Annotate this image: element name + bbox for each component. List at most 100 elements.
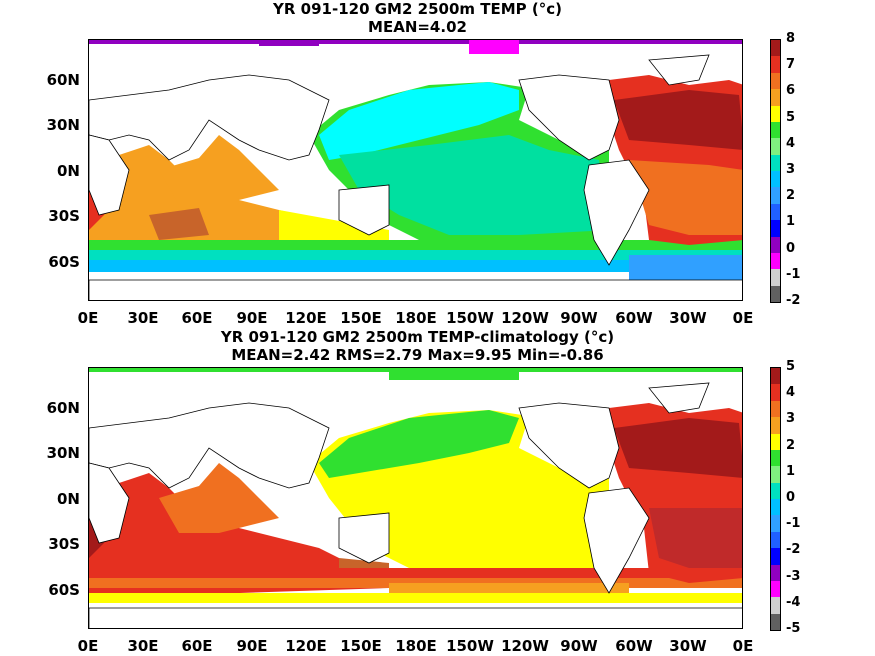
colorbar-label: 2	[786, 437, 796, 453]
colorbar-segment	[771, 384, 780, 401]
panel2-lat-0n: 0N	[57, 490, 80, 508]
panel2-map	[88, 367, 743, 629]
panel2-map-field	[89, 368, 742, 628]
colorbar-label: 5	[786, 359, 796, 374]
panel1-lon-0e-end: 0E	[732, 309, 754, 327]
colorbar-segment	[771, 154, 780, 171]
panel2-stats: MEAN=2.42 RMS=2.79 Max=9.95 Min=-0.86	[231, 346, 604, 364]
colorbar-segment	[771, 72, 780, 90]
panel2-lat-60s: 60S	[48, 581, 80, 599]
colorbar-label: -1	[786, 266, 801, 282]
panel1-lon-30w: 30W	[669, 309, 707, 327]
panel1-colorbar	[770, 39, 781, 303]
panel2-lon-30e: 30E	[127, 637, 159, 655]
colorbar-segment	[771, 482, 780, 499]
panel2-lon-0e-end: 0E	[732, 637, 754, 655]
panel2-lon-120e: 120E	[285, 637, 327, 655]
panel1-lat-0n: 0N	[57, 162, 80, 180]
colorbar-segment	[771, 499, 780, 516]
panel1-lon-90e: 90E	[236, 309, 268, 327]
colorbar-segment	[771, 515, 780, 532]
colorbar-segment	[771, 56, 780, 73]
colorbar-label: -3	[786, 568, 801, 584]
colorbar-segment	[771, 40, 780, 57]
panel1-lon-150e: 150E	[340, 309, 382, 327]
colorbar-segment	[771, 105, 780, 122]
panel1-lon-180e: 180E	[395, 309, 437, 327]
colorbar-segment	[771, 531, 780, 549]
panel2-lon-60w: 60W	[615, 637, 653, 655]
colorbar-label: -2	[786, 293, 801, 308]
panel1-lon-60e: 60E	[181, 309, 213, 327]
colorbar-label: 5	[786, 109, 796, 125]
panel2-lat-60n: 60N	[46, 399, 80, 417]
panel1-lon-120e: 120E	[285, 309, 327, 327]
colorbar-segment	[771, 433, 780, 450]
colorbar-segment	[771, 400, 780, 418]
panel2-lat-30s: 30S	[48, 535, 80, 553]
colorbar-segment	[771, 466, 780, 483]
panel2-lon-90w: 90W	[560, 637, 598, 655]
panel2-lon-0e: 0E	[77, 637, 99, 655]
colorbar-segment	[771, 203, 780, 221]
panel2-lat-30n: 30N	[46, 444, 80, 462]
colorbar-label: 8	[786, 31, 796, 46]
colorbar-label: 0	[786, 240, 796, 256]
colorbar-label: -1	[786, 516, 801, 532]
colorbar-segment	[771, 220, 780, 237]
colorbar-segment	[771, 548, 780, 565]
panel1-lat-60n: 60N	[46, 71, 80, 89]
panel1-map-field	[89, 40, 742, 300]
panel1-lon-120w: 120W	[501, 309, 549, 327]
colorbar-segment	[771, 89, 780, 106]
panel2-lon-120w: 120W	[501, 637, 549, 655]
panel1-lon-60w: 60W	[615, 309, 653, 327]
colorbar-label: -5	[786, 621, 801, 636]
colorbar-segment	[771, 171, 780, 188]
panel2-lon-90e: 90E	[236, 637, 268, 655]
panel1-lon-150w: 150W	[446, 309, 494, 327]
colorbar-label: 3	[786, 162, 796, 177]
colorbar-segment	[771, 252, 780, 270]
colorbar-segment	[771, 368, 780, 385]
colorbar-segment	[771, 187, 780, 204]
panel2-lon-60e: 60E	[181, 637, 213, 655]
colorbar-label: 6	[786, 83, 796, 99]
panel2-title: YR 091-120 GM2 2500m TEMP-climatology (°…	[220, 328, 615, 346]
panel1-lon-90w: 90W	[560, 309, 598, 327]
colorbar-segment	[771, 121, 780, 139]
colorbar-segment	[771, 236, 780, 253]
colorbar-label: 4	[786, 385, 796, 401]
colorbar-label: 1	[786, 463, 796, 479]
panel1-lat-60s: 60S	[48, 253, 80, 271]
colorbar-label: 1	[786, 214, 796, 230]
colorbar-label: 4	[786, 135, 796, 151]
colorbar-label: -4	[786, 594, 801, 610]
colorbar-segment	[771, 449, 780, 467]
colorbar-segment	[771, 417, 780, 434]
panel1-mean: MEAN=4.02	[368, 18, 467, 36]
colorbar-segment	[771, 613, 780, 630]
colorbar-label: 0	[786, 490, 796, 505]
colorbar-label: 7	[786, 57, 796, 73]
panel2-colorbar	[770, 367, 781, 631]
colorbar-segment	[771, 580, 780, 598]
panel2-lon-180e: 180E	[395, 637, 437, 655]
colorbar-label: 3	[786, 411, 796, 427]
panel1-lat-30s: 30S	[48, 207, 80, 225]
colorbar-segment	[771, 597, 780, 614]
panel2-lon-150w: 150W	[446, 637, 494, 655]
colorbar-segment	[771, 269, 780, 286]
panel2-lon-150e: 150E	[340, 637, 382, 655]
colorbar-segment	[771, 285, 780, 302]
colorbar-label: 2	[786, 188, 796, 204]
colorbar-segment	[771, 138, 780, 155]
panel1-lon-0e: 0E	[77, 309, 99, 327]
panel1-lat-30n: 30N	[46, 116, 80, 134]
panel2-lon-30w: 30W	[669, 637, 707, 655]
panel1-lon-30e: 30E	[127, 309, 159, 327]
panel1-title: YR 091-120 GM2 2500m TEMP (°c)	[273, 0, 562, 18]
colorbar-segment	[771, 564, 780, 581]
panel1-map	[88, 39, 743, 301]
colorbar-label: -2	[786, 542, 801, 558]
